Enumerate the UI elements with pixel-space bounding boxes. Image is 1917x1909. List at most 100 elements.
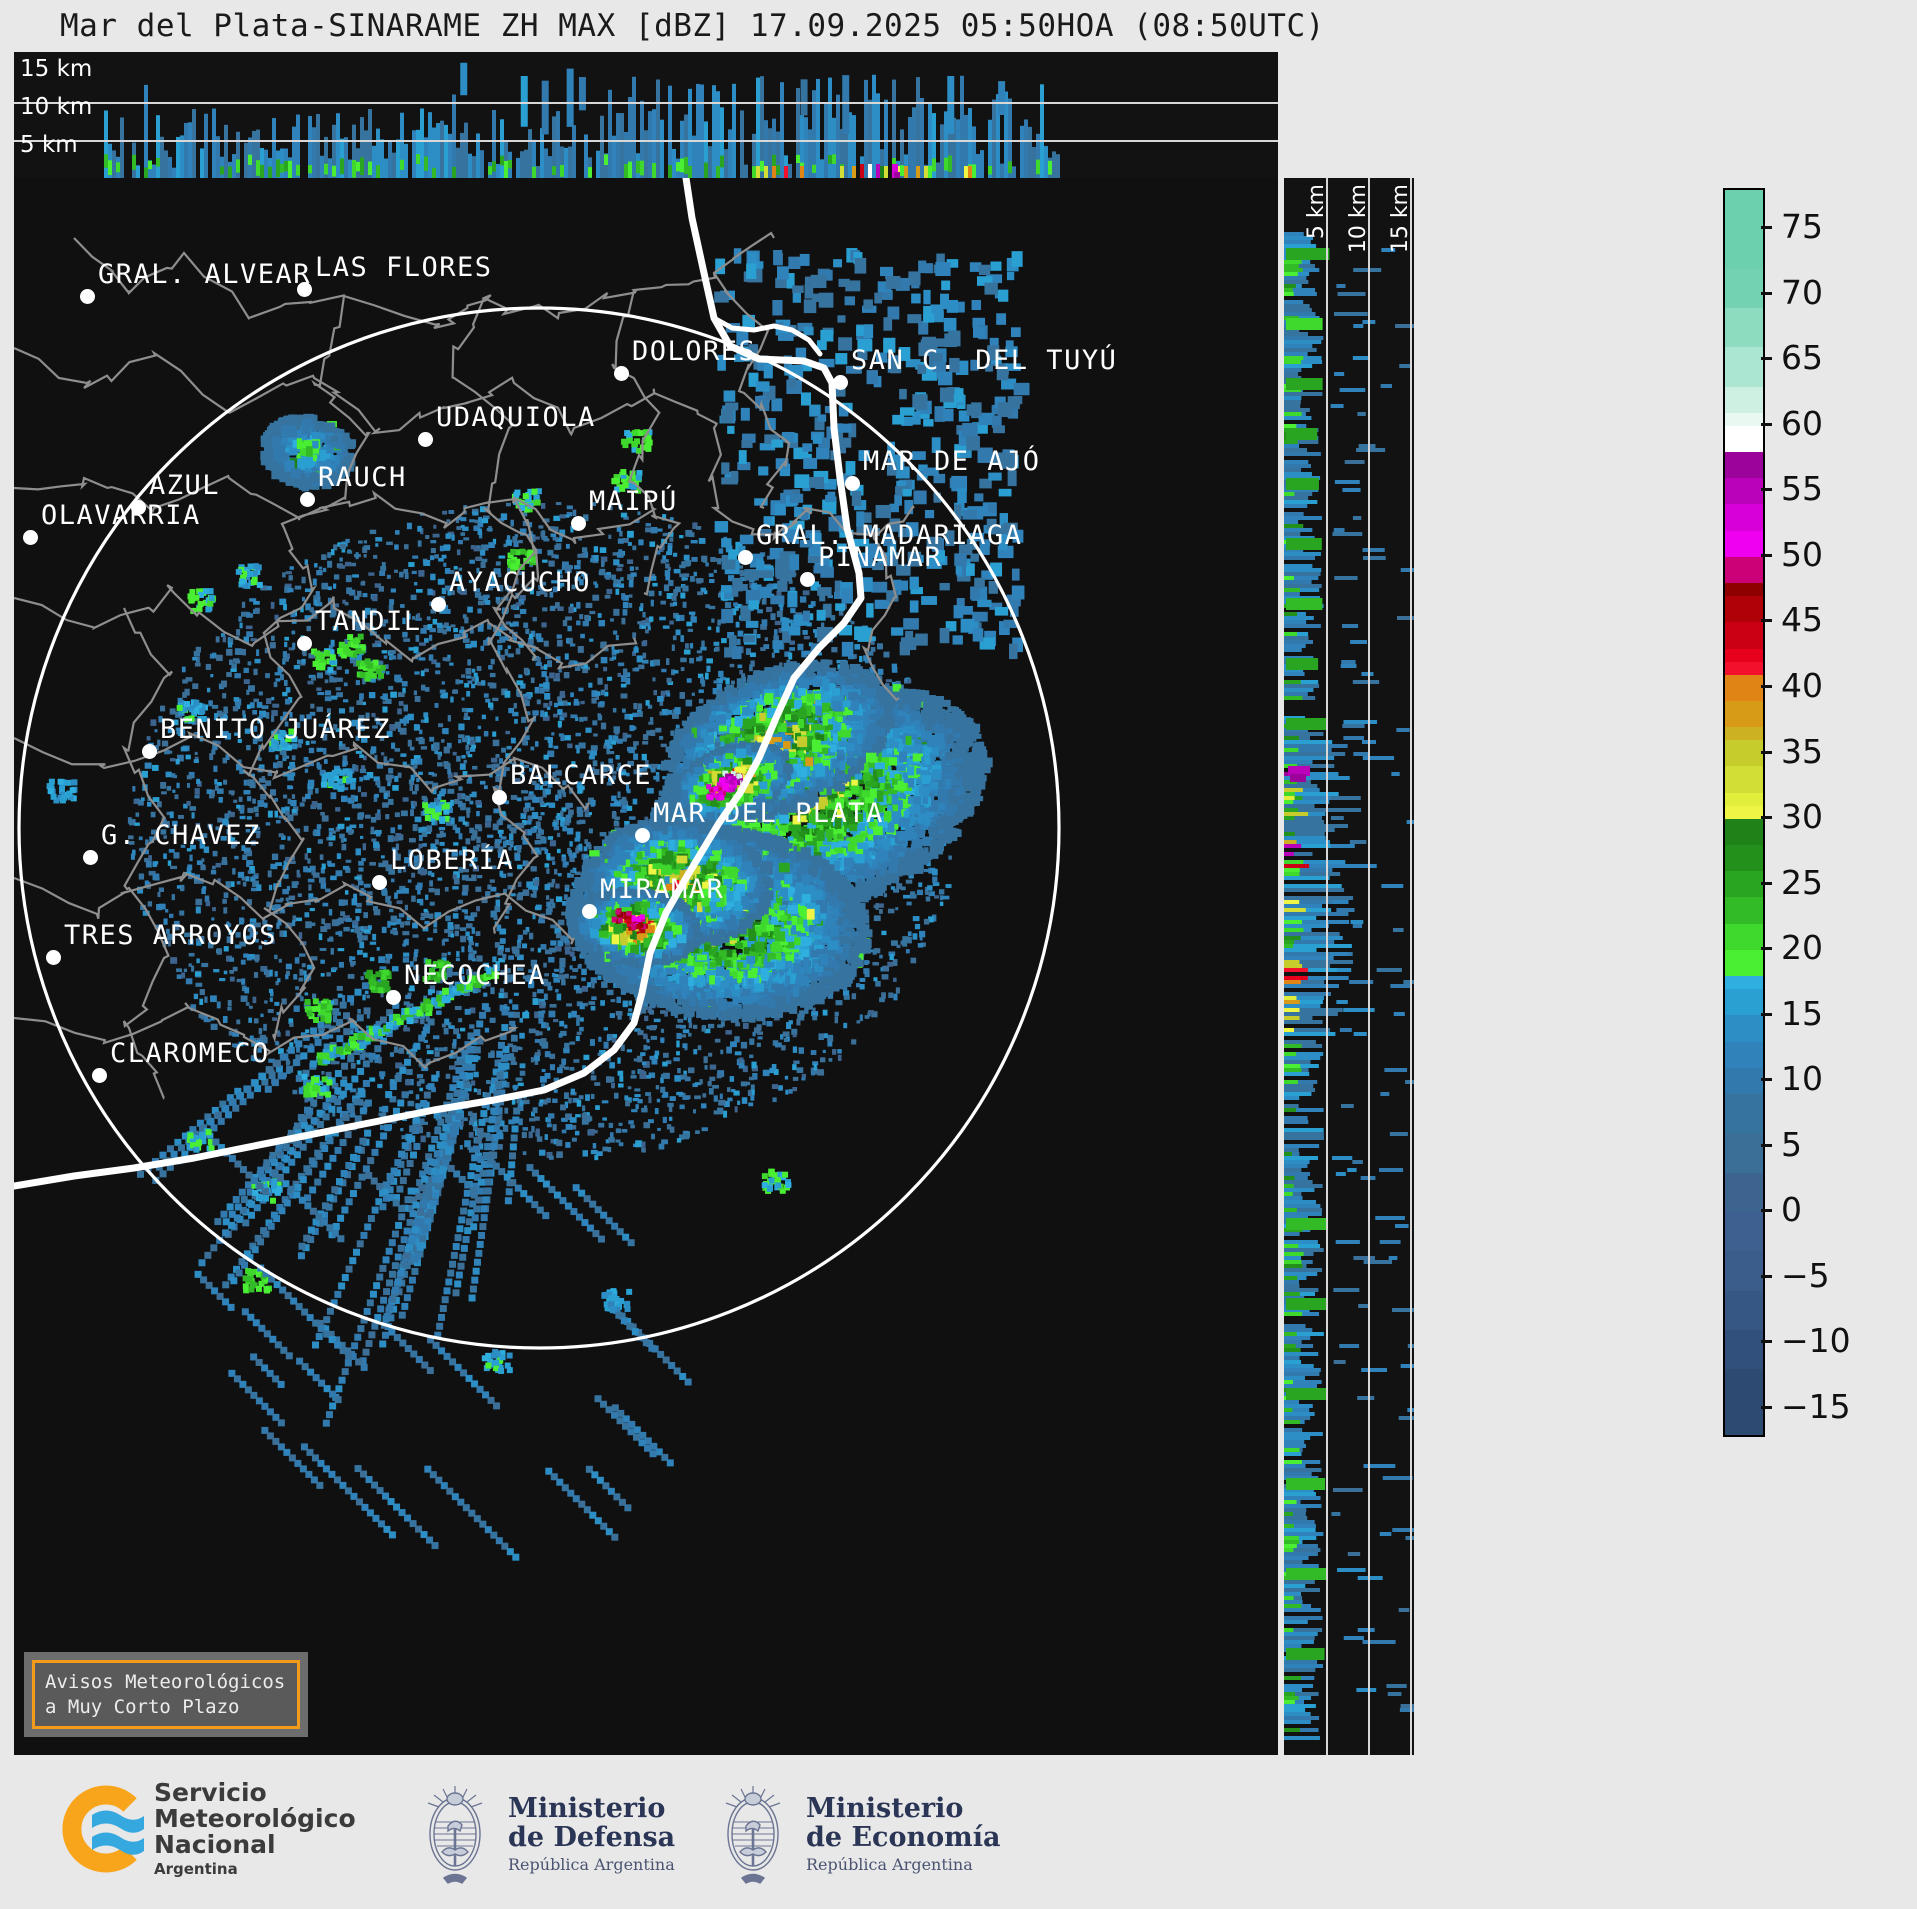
radar-echo-cell <box>328 863 336 867</box>
radar-echo-cell <box>459 763 466 770</box>
radar-echo-cell <box>551 764 558 769</box>
radar-echo-cell <box>570 526 574 533</box>
radar-echo-cell <box>186 800 191 806</box>
radar-echo-cell <box>792 1033 797 1038</box>
radar-echo-cell <box>928 891 935 897</box>
radar-echo-cell <box>274 1001 280 1006</box>
radar-echo-cell <box>277 918 282 926</box>
xsec-echo-cell <box>884 166 888 178</box>
radar-echo-cell <box>463 868 469 873</box>
radar-echo-cell <box>466 807 471 813</box>
radar-echo-cell <box>546 706 551 710</box>
radar-echo-cell <box>579 579 584 586</box>
radar-echo-cell <box>662 1061 668 1067</box>
radar-echo-cell <box>569 1117 577 1123</box>
radar-echo-cell <box>409 746 415 751</box>
radar-echo-cell <box>627 1012 635 1016</box>
radar-echo-cell <box>622 732 628 739</box>
radar-echo-cell <box>249 598 257 602</box>
radar-echo-cell <box>166 811 171 816</box>
xsec-echo-cell <box>688 165 692 178</box>
radar-echo-cell <box>635 1140 643 1148</box>
radar-echo-cell <box>553 515 561 521</box>
radar-echo-cell <box>437 754 441 760</box>
xsec-echo-cell <box>520 75 528 127</box>
radar-echo-cell <box>610 802 617 807</box>
radar-echo-cell <box>296 869 300 876</box>
radar-echo-cell <box>286 653 291 659</box>
radar-echo-cell <box>682 1029 690 1034</box>
radar-echo-cell <box>762 596 767 603</box>
radar-echo-cell <box>462 884 469 892</box>
radar-echo-cell <box>275 899 283 903</box>
radar-echo-cell <box>438 557 444 562</box>
radar-echo-cell <box>490 910 497 918</box>
radar-map-panel[interactable]: GRAL. ALVEAR LAS FLORES DOLORES SAN C. DEL … <box>14 178 1278 1755</box>
radar-echo-cell <box>752 1031 756 1037</box>
radar-echo-cell <box>801 1073 807 1078</box>
radar-echo-cell <box>211 749 216 755</box>
radar-echo-cell <box>704 1065 708 1070</box>
radar-echo-cell <box>559 715 565 721</box>
radar-echo-cell <box>317 839 323 844</box>
radar-echo-cell <box>414 671 420 675</box>
radar-echo-cell <box>581 664 588 669</box>
radar-echo-cell <box>168 849 175 853</box>
radar-echo-cell <box>932 876 938 884</box>
radar-echo-cell <box>366 994 370 999</box>
radar-echo-cell <box>312 578 317 586</box>
radar-echo-cell <box>546 1151 553 1159</box>
radar-echo-cell <box>213 931 218 938</box>
radar-echo-cell <box>728 1030 732 1034</box>
radar-echo-cell <box>200 833 208 839</box>
radar-echo-cell <box>312 831 317 836</box>
radar-echo-cell <box>681 561 687 566</box>
xsec-echo-cell <box>104 154 108 168</box>
xsec-echo-cell <box>680 158 684 173</box>
radar-echo-cell <box>296 873 301 878</box>
radar-echo-cell <box>249 932 256 938</box>
radar-echo-cell <box>345 746 350 751</box>
radar-echo-cell <box>513 845 518 851</box>
radar-echo-cell <box>475 676 479 681</box>
radar-echo-cell <box>735 621 740 628</box>
radar-echo-cell <box>686 621 693 627</box>
radar-echo-cell <box>418 642 426 646</box>
radar-echo-cell <box>184 932 191 938</box>
radar-echo-cell <box>253 698 259 703</box>
radar-echo-cell <box>698 698 704 704</box>
radar-echo-cell <box>425 534 430 539</box>
radar-echo-cell <box>532 764 536 771</box>
radar-echo-cell <box>318 566 323 570</box>
radar-echo-cell <box>812 1015 818 1021</box>
radar-echo-cell <box>720 1021 725 1027</box>
radar-echo-cell <box>624 1095 629 1101</box>
radar-echo-cell <box>512 1085 519 1089</box>
radar-echo-cell <box>238 1041 244 1047</box>
radar-echo-cell <box>260 793 267 800</box>
radar-echo-cell <box>317 1025 325 1031</box>
radar-echo-cell <box>303 1002 311 1009</box>
radar-echo-cell <box>344 890 349 895</box>
radar-echo-cell <box>683 573 690 578</box>
radar-echo-cell <box>599 1050 606 1057</box>
radar-echo-cell <box>476 665 482 671</box>
radar-echo-cell <box>404 904 408 911</box>
radar-echo-cell <box>792 1064 797 1071</box>
radar-echo-cell <box>538 1102 544 1107</box>
radar-echo-cell <box>612 775 617 780</box>
radar-echo-cell <box>215 636 220 643</box>
radar-echo-cell <box>639 1074 647 1079</box>
radar-echo-cell <box>332 1112 336 1117</box>
radar-echo-cell <box>516 942 522 949</box>
xsec-echo-cell <box>852 115 856 178</box>
radar-echo-cell <box>458 816 465 822</box>
radar-echo-cell <box>612 707 617 713</box>
radar-echo-cell <box>533 890 537 898</box>
radar-echo-cell <box>487 702 494 708</box>
radar-echo-cell <box>626 772 630 777</box>
radar-echo-cell <box>872 664 876 669</box>
radar-echo-cell <box>606 989 614 996</box>
radar-echo-cell <box>669 537 674 542</box>
radar-echo-cell <box>496 1144 503 1150</box>
